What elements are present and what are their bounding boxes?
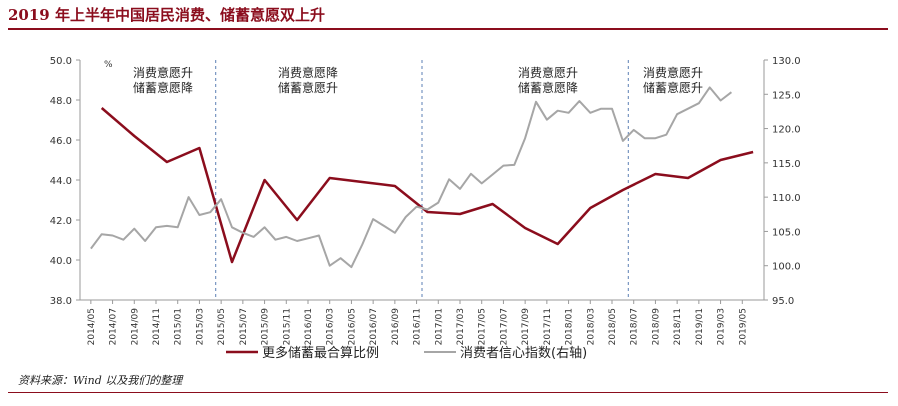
title-rule <box>8 28 888 30</box>
x-tick-label: 2014/05 <box>87 308 97 345</box>
x-tick-label: 2014/09 <box>130 308 140 346</box>
right-tick-label: 105.0 <box>772 227 801 238</box>
series-lines <box>90 86 754 269</box>
x-axis: 2014/05 2014/07 2014/09 2014/11 2015/01 2015/… <box>87 300 748 345</box>
annotation-line: 储蓄意愿降 <box>133 80 193 95</box>
right-tick-label: 125.0 <box>772 90 801 101</box>
savings-ratio-line <box>100 107 754 264</box>
x-tick-label: 2019/03 <box>717 308 727 345</box>
right-tick-label: 130.0 <box>772 56 801 67</box>
x-tick-label: 2017/01 <box>434 308 444 345</box>
source-note: 资料来源：Wind 以及我们的整理 <box>18 374 183 387</box>
annotation-line: 消费意愿升 <box>133 65 193 80</box>
x-tick-label: 2019/01 <box>695 308 705 345</box>
legend-label: 更多储蓄最合算比例 <box>262 345 379 361</box>
dual-axis-line-chart: 38.0 40.0 42.0 44.0 46.0 48.0 50.0% 95.0 100.0 1… <box>50 56 801 361</box>
right-tick-label: 95.0 <box>772 296 794 307</box>
x-tick-label: 2019/05 <box>738 308 748 345</box>
annotation-line: 消费意愿升 <box>518 65 578 80</box>
x-tick-label: 2017/09 <box>521 308 531 346</box>
x-tick-label: 2018/11 <box>673 308 683 345</box>
x-tick-label: 2016/03 <box>326 308 336 345</box>
x-tick-label: 2017/11 <box>543 308 553 345</box>
bottom-rule <box>8 392 888 393</box>
period-dividers <box>215 60 629 300</box>
x-tick-label: 2015/01 <box>174 308 184 345</box>
x-tick-label: 2018/05 <box>608 308 618 345</box>
left-axis: 38.0 40.0 42.0 44.0 46.0 48.0 50.0% <box>50 56 113 307</box>
x-tick-label: 2017/07 <box>499 308 509 345</box>
x-tick-label: 2016/07 <box>369 308 379 345</box>
x-tick-label: 2015/07 <box>239 308 249 345</box>
x-tick-label: 2018/09 <box>651 308 661 346</box>
left-tick-label: 50.0 <box>50 56 72 67</box>
left-tick-label: 44.0 <box>50 176 72 187</box>
x-tick-label: 2014/11 <box>152 308 162 345</box>
left-tick-label: 38.0 <box>50 296 72 307</box>
x-tick-label: 2018/01 <box>565 308 575 345</box>
x-tick-label: 2015/11 <box>282 308 292 345</box>
x-tick-label: 2015/09 <box>261 308 271 346</box>
x-tick-label: 2018/07 <box>630 308 640 345</box>
x-tick-label: 2017/03 <box>456 308 466 345</box>
annotation-line: 消费意愿降 <box>278 65 338 80</box>
right-tick-label: 120.0 <box>772 125 801 136</box>
x-tick-label: 2016/05 <box>347 308 357 345</box>
annotation-line: 储蓄意愿降 <box>518 80 578 95</box>
chart-title: 2019 年上半年中国居民消费、储蓄意愿双上升 <box>8 6 325 24</box>
right-tick-label: 110.0 <box>772 193 801 204</box>
right-tick-label: 100.0 <box>772 262 801 273</box>
left-tick-label: 48.0 <box>50 96 72 107</box>
x-tick-label: 2016/09 <box>391 308 401 346</box>
left-axis-unit: % <box>104 60 113 70</box>
x-tick-label: 2015/03 <box>195 308 205 345</box>
right-tick-label: 115.0 <box>772 159 801 170</box>
x-tick-label: 2015/05 <box>217 308 227 345</box>
legend: 更多储蓄最合算比例 消费者信心指数(右轴) <box>226 345 587 361</box>
left-tick-label: 42.0 <box>50 216 72 227</box>
left-tick-label: 46.0 <box>50 136 72 147</box>
right-axis: 95.0 100.0 105.0 110.0 115.0 120.0 125.0 130.0 <box>764 56 801 307</box>
x-tick-label: 2018/03 <box>586 308 596 345</box>
x-tick-label: 2016/11 <box>413 308 423 345</box>
x-tick-label: 2016/01 <box>304 308 314 345</box>
x-tick-label: 2014/07 <box>109 308 119 345</box>
consumer-confidence-line <box>90 86 733 269</box>
legend-label: 消费者信心指数(右轴) <box>460 346 587 361</box>
x-tick-label: 2017/05 <box>478 308 488 345</box>
left-tick-label: 40.0 <box>50 256 72 267</box>
annotation-line: 储蓄意愿升 <box>278 80 338 95</box>
annotation-line: 储蓄意愿升 <box>643 80 703 95</box>
annotation-line: 消费意愿升 <box>643 65 703 80</box>
